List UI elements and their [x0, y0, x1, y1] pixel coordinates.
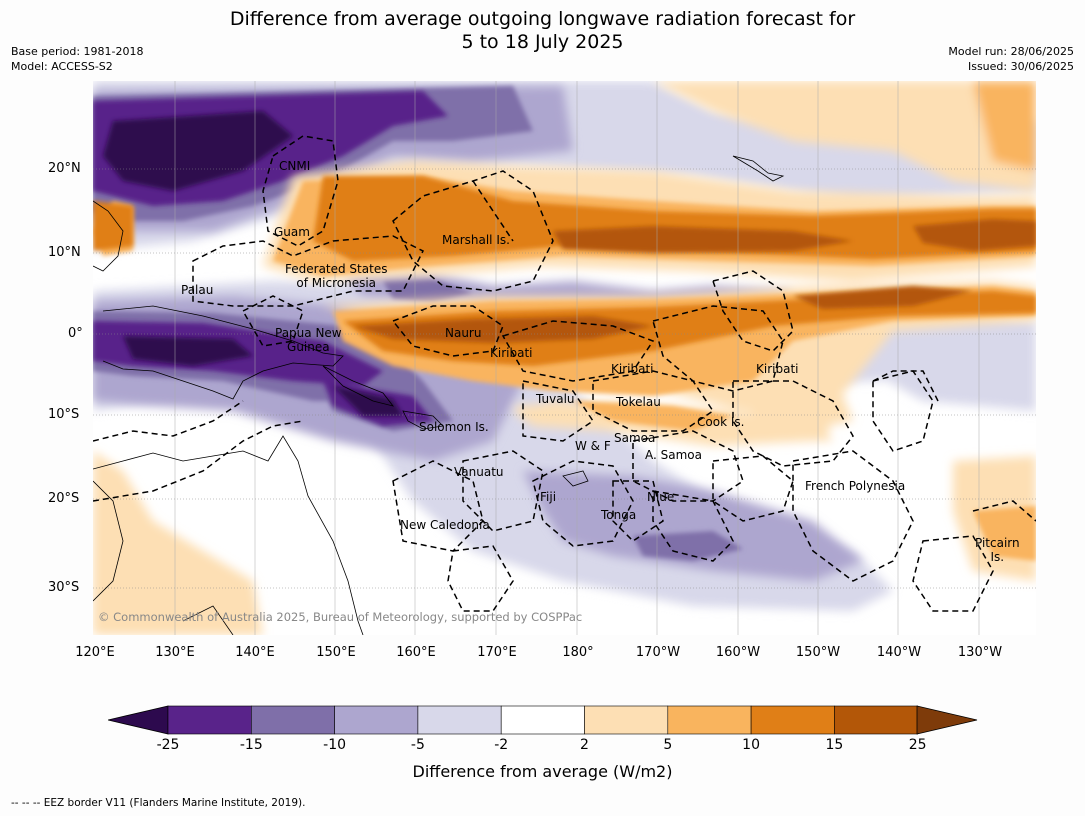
- eez-borders: [93, 135, 1036, 612]
- label-solomon: Solomon Is.: [419, 420, 489, 434]
- model-run: Model run: 28/06/2025: [948, 45, 1074, 58]
- colorbar-bins: [167, 705, 919, 735]
- y-tick-10n: 10°N: [48, 245, 81, 260]
- label-guam: Guam: [274, 225, 310, 239]
- label-wallis-futuna: W & F: [575, 439, 611, 453]
- colorbar-tick-label: 25: [908, 737, 927, 753]
- colorbar-bin: [750, 705, 835, 735]
- x-tick-180: 180°: [562, 645, 594, 660]
- colorbar-tick-label: 10: [742, 737, 760, 753]
- colorbar-bin: [500, 705, 585, 735]
- label-fsm-line1: Federated States: [285, 262, 388, 276]
- coastlines: [93, 155, 785, 635]
- label-tokelau: Tokelau: [616, 395, 661, 409]
- label-cook: Cook Is.: [697, 415, 745, 429]
- colorbar-extend-low: [108, 705, 169, 735]
- colorbar-bin: [251, 705, 335, 735]
- label-kiribati-central: Kiribati: [611, 362, 654, 376]
- anomaly-orange-strong: [93, 176, 1036, 366]
- colorbar-tick-label: -5: [410, 737, 425, 753]
- issued-date: Issued: 30/06/2025: [967, 60, 1074, 73]
- map-panel[interactable]: [93, 81, 1036, 635]
- label-pitcairn-line1: Pitcairn: [975, 536, 1020, 550]
- title-line-1: Difference from average outgoing longwav…: [229, 8, 856, 30]
- eez-footnote: -- -- -- EEZ border V11 (Flanders Marine…: [11, 797, 306, 809]
- label-cnmi: CNMI: [279, 159, 311, 173]
- x-tick-160e: 160°E: [396, 645, 436, 660]
- anomaly-orange-darkest: [353, 219, 1036, 343]
- label-marshall: Marshall Is.: [442, 233, 510, 247]
- colorbar-bin: [667, 705, 752, 735]
- colorbar-bin: [834, 705, 919, 735]
- label-pitcairn: Pitcairn Is.: [975, 536, 1020, 564]
- colorbar-tick-label: -2: [494, 737, 509, 753]
- label-fsm-line2: of Micronesia: [296, 276, 377, 290]
- colorbar-bin: [167, 705, 252, 735]
- model-name: Model: ACCESS-S2: [11, 60, 113, 73]
- label-niue: Niue: [647, 490, 675, 504]
- label-nauru: Nauru: [445, 326, 482, 340]
- label-french-polynesia: French Polynesia: [805, 479, 906, 493]
- y-tick-20n: 20°N: [48, 161, 81, 176]
- colorbar-extend-high: [916, 705, 978, 735]
- label-tonga: Tonga: [601, 508, 637, 522]
- label-fsm: Federated States of Micronesia: [285, 262, 387, 290]
- copyright-notice: © Commonwealth of Australia 2025, Bureau…: [98, 610, 583, 624]
- colorbar-bin: [334, 705, 419, 735]
- colorbar-tick-label: 2: [580, 737, 589, 753]
- x-tick-150e: 150°E: [316, 645, 356, 660]
- title-line-2: 5 to 18 July 2025: [461, 31, 624, 53]
- base-period: Base period: 1981-2018: [11, 45, 144, 58]
- anomaly-map: [93, 81, 1036, 635]
- x-tick-170w: 170°W: [635, 645, 681, 660]
- label-samoa: Samoa: [614, 431, 656, 445]
- meta-right: Model run: 28/06/2025 Issued: 30/06/2025: [948, 44, 1074, 74]
- label-kiribati-east: Kiribati: [756, 362, 799, 376]
- x-tick-170e: 170°E: [477, 645, 517, 660]
- x-tick-120e: 120°E: [75, 645, 115, 660]
- colorbar-tick-label: 15: [825, 737, 844, 753]
- x-tick-130e: 130°E: [155, 645, 195, 660]
- colorbar-bin: [584, 705, 669, 735]
- label-american-samoa: A. Samoa: [645, 448, 702, 462]
- colorbar-tick-label: -10: [323, 737, 347, 753]
- label-vanuatu: Vanuatu: [454, 465, 504, 479]
- x-tick-130w: 130°W: [957, 645, 1003, 660]
- label-tuvalu: Tuvalu: [536, 392, 575, 406]
- x-tick-150w: 150°W: [795, 645, 841, 660]
- colorbar-title: Difference from average (W/m2): [412, 762, 673, 781]
- y-tick-0: 0°: [68, 326, 83, 341]
- colorbar-bin: [417, 705, 502, 735]
- y-tick-30s: 30°S: [48, 580, 80, 595]
- map-title: Difference from average outgoing longwav…: [0, 8, 1085, 54]
- label-png-line1: Papua New: [275, 326, 342, 340]
- y-tick-20s: 20°S: [48, 491, 80, 506]
- x-tick-160w: 160°W: [715, 645, 761, 660]
- y-tick-10s: 10°S: [48, 407, 80, 422]
- colorbar-tick-label: -15: [239, 737, 263, 753]
- label-kiribati-west: Kiribati: [490, 346, 533, 360]
- x-tick-140e: 140°E: [235, 645, 275, 660]
- label-palau: Palau: [181, 283, 214, 297]
- x-tick-140w: 140°W: [876, 645, 922, 660]
- colorbar: [108, 705, 978, 735]
- anomaly-purple-darkest: [103, 111, 403, 416]
- colorbar-tick-label: -25: [156, 737, 180, 753]
- meta-left: Base period: 1981-2018 Model: ACCESS-S2: [11, 44, 143, 74]
- label-png: Papua New Guinea: [275, 326, 342, 354]
- label-new-caledonia: New Caledonia: [400, 518, 490, 532]
- label-png-line2: Guinea: [287, 340, 330, 354]
- graticule: [93, 168, 1036, 589]
- label-fiji: Fiji: [540, 490, 557, 504]
- colorbar-tick-label: 5: [663, 737, 673, 753]
- label-pitcairn-line2: Is.: [990, 550, 1005, 564]
